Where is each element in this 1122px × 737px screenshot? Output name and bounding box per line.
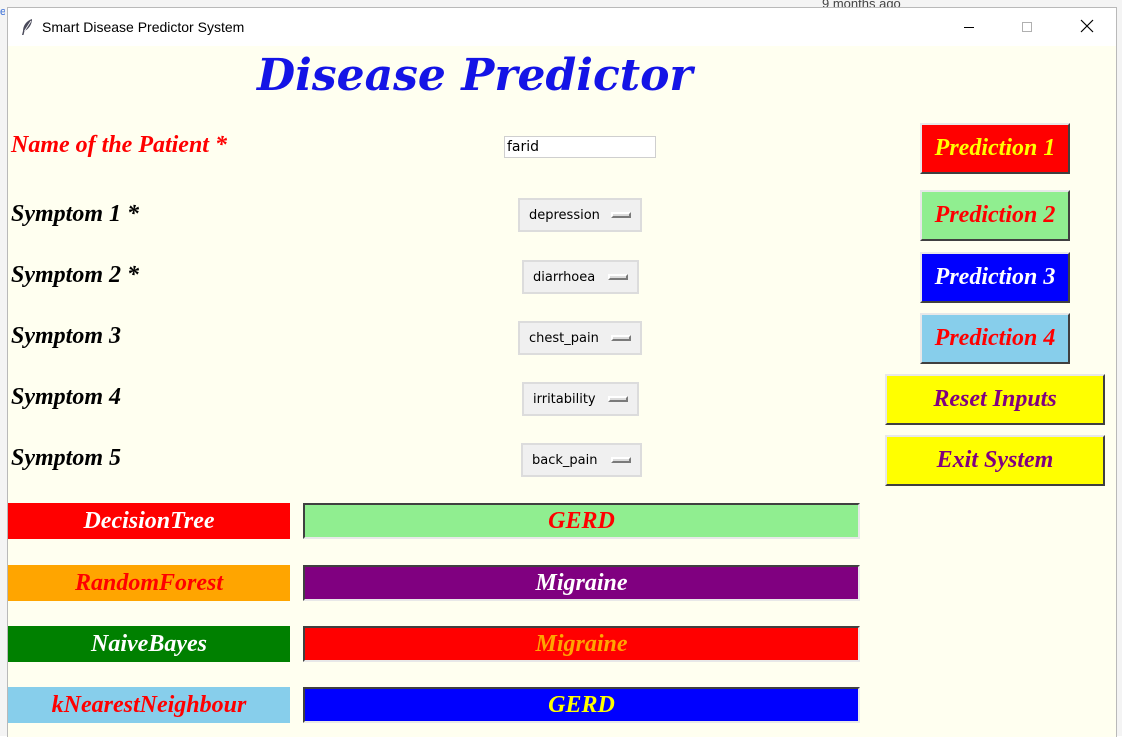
prediction-4-button[interactable]: Prediction 4 [920,313,1070,364]
prediction-1-button[interactable]: Prediction 1 [920,123,1070,174]
symptom-1-dropdown[interactable]: depression [518,198,642,232]
minimize-icon [963,18,975,37]
symptom-4-dropdown[interactable]: irritability [522,382,639,416]
page-title: Disease Predictor [257,50,693,101]
maximize-button[interactable] [998,8,1056,46]
symptom-5-dropdown[interactable]: back_pain [521,443,642,477]
minimize-button[interactable] [940,8,998,46]
dropdown-indicator-icon [611,212,631,218]
symptom-5-label: Symptom 5 [11,445,122,471]
title-bar[interactable]: Smart Disease Predictor System [8,8,1116,46]
knn-result: GERD [303,687,860,723]
algorithm-label-random-forest: RandomForest [8,565,290,601]
feather-icon [20,18,34,36]
dropdown-indicator-icon [608,396,628,402]
close-icon [1080,18,1094,37]
app-window: Smart Disease Predictor System Disease P… [7,7,1117,737]
dropdown-indicator-icon [611,457,631,463]
patient-name-input[interactable] [504,136,656,158]
reset-inputs-button[interactable]: Reset Inputs [885,374,1105,425]
symptom-2-dropdown[interactable]: diarrhoea [522,260,639,294]
symptom-1-label: Symptom 1 * [11,201,140,227]
algorithm-label-knn: kNearestNeighbour [8,687,290,723]
symptom-2-value: diarrhoea [533,269,596,285]
random-forest-result: Migraine [303,565,860,601]
symptom-3-label: Symptom 3 [11,323,122,349]
symptom-3-value: chest_pain [529,330,599,346]
exit-system-button[interactable]: Exit System [885,435,1105,486]
algorithm-label-decision-tree: DecisionTree [8,503,290,539]
symptom-4-label: Symptom 4 [11,384,122,410]
maximize-icon [1021,18,1033,37]
symptom-3-dropdown[interactable]: chest_pain [518,321,642,355]
background-window-text: 9 months ago [822,0,901,8]
background-edge-text: e [0,6,5,18]
window-title: Smart Disease Predictor System [42,19,245,35]
prediction-3-button[interactable]: Prediction 3 [920,252,1070,303]
close-button[interactable] [1058,8,1116,46]
symptom-1-value: depression [529,207,600,223]
symptom-5-value: back_pain [532,452,598,468]
dropdown-indicator-icon [611,335,631,341]
patient-name-label: Name of the Patient * [11,132,227,158]
decision-tree-result: GERD [303,503,860,539]
symptom-4-value: irritability [533,391,596,407]
algorithm-label-naive-bayes: NaiveBayes [8,626,290,662]
dropdown-indicator-icon [608,274,628,280]
naive-bayes-result: Migraine [303,626,860,662]
prediction-2-button[interactable]: Prediction 2 [920,190,1070,241]
symptom-2-label: Symptom 2 * [11,262,140,288]
